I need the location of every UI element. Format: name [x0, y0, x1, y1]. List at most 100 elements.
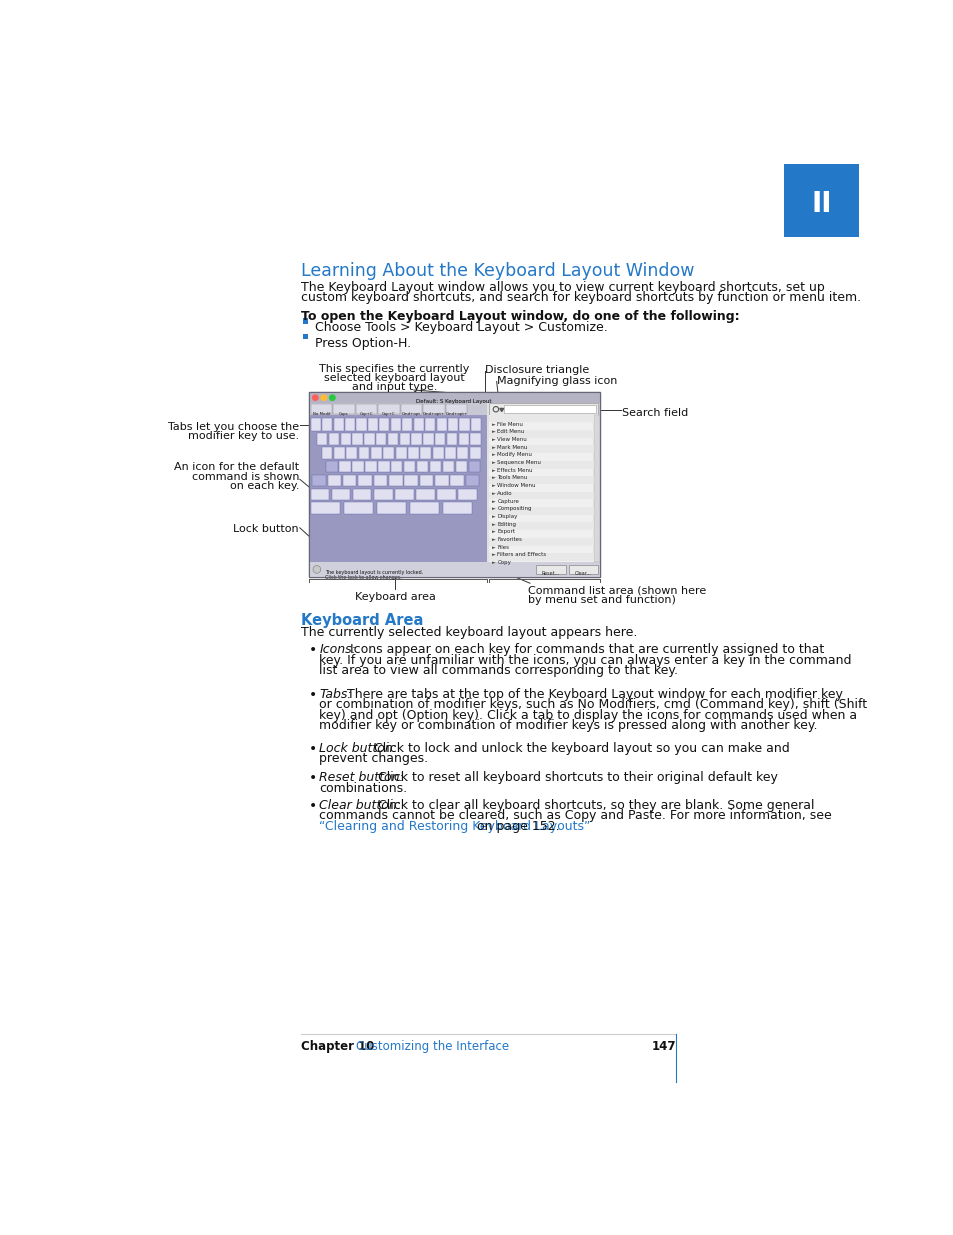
Bar: [410, 503, 438, 514]
Bar: [445, 447, 456, 458]
Text: Files: Files: [497, 545, 509, 550]
Text: Export: Export: [497, 530, 515, 535]
Text: on page 152.: on page 152.: [473, 820, 559, 832]
Text: Tabs let you choose the: Tabs let you choose the: [168, 421, 298, 431]
Bar: [395, 447, 406, 458]
Text: ►: ►: [492, 490, 496, 495]
Text: Effects Menu: Effects Menu: [497, 468, 533, 473]
Bar: [458, 433, 469, 445]
Text: Modify Menu: Modify Menu: [497, 452, 532, 457]
Bar: [436, 419, 446, 431]
Bar: [568, 564, 598, 574]
Bar: [339, 461, 350, 472]
Bar: [593, 415, 599, 562]
Text: Editing: Editing: [497, 521, 516, 526]
Bar: [469, 461, 480, 472]
Bar: [332, 489, 350, 500]
Bar: [374, 474, 387, 487]
Bar: [416, 461, 428, 472]
Text: custom keyboard shortcuts, and search for keyboard shortcuts by function or menu: custom keyboard shortcuts, and search fo…: [301, 291, 861, 304]
Bar: [352, 461, 363, 472]
Text: Customizing the Interface: Customizing the Interface: [355, 1040, 508, 1053]
Text: Click to reset all keyboard shortcuts to their original default key: Click to reset all keyboard shortcuts to…: [369, 771, 777, 784]
Bar: [414, 419, 423, 431]
Text: Search field: Search field: [621, 408, 688, 417]
Bar: [402, 419, 412, 431]
Text: “Clearing and Restoring Keyboard Layouts”: “Clearing and Restoring Keyboard Layouts…: [319, 820, 590, 832]
Bar: [435, 433, 445, 445]
Text: ►: ►: [492, 430, 496, 435]
Bar: [377, 461, 389, 472]
Bar: [425, 419, 435, 431]
Bar: [419, 474, 433, 487]
Text: and input type.: and input type.: [352, 383, 436, 393]
Bar: [442, 461, 454, 472]
Text: ►: ►: [492, 552, 496, 557]
Text: Reset...: Reset...: [541, 571, 559, 576]
Bar: [488, 553, 593, 561]
Bar: [364, 433, 375, 445]
Text: Caps: Caps: [339, 412, 349, 416]
Bar: [488, 522, 593, 530]
Bar: [309, 562, 599, 577]
Bar: [459, 419, 469, 431]
Text: Disclosure triangle: Disclosure triangle: [484, 366, 589, 375]
Bar: [303, 333, 308, 340]
Text: Choose Tools > Keyboard Layout > Customize.: Choose Tools > Keyboard Layout > Customi…: [314, 321, 607, 335]
Bar: [469, 447, 480, 458]
Text: File Menu: File Menu: [497, 421, 523, 426]
Bar: [450, 474, 463, 487]
Bar: [342, 474, 356, 487]
Text: selected keyboard layout: selected keyboard layout: [324, 373, 464, 383]
Bar: [488, 415, 593, 422]
Text: Learning About the Keyboard Layout Window: Learning About the Keyboard Layout Windo…: [301, 262, 694, 280]
Bar: [327, 474, 341, 487]
Bar: [404, 474, 417, 487]
Bar: [430, 461, 441, 472]
Text: prevent changes.: prevent changes.: [319, 752, 428, 766]
Text: key) and opt (Option key). Click a tab to display the icons for commands used wh: key) and opt (Option key). Click a tab t…: [319, 709, 857, 721]
Text: ►: ►: [492, 521, 496, 526]
Bar: [329, 433, 338, 445]
Text: modifier key or combination of modifier keys is pressed along with another key.: modifier key or combination of modifier …: [319, 719, 817, 732]
Text: No Modif: No Modif: [313, 412, 330, 416]
Circle shape: [313, 566, 320, 573]
Text: The keyboard layout is currently locked.: The keyboard layout is currently locked.: [324, 571, 422, 576]
Bar: [395, 489, 414, 500]
Text: Cap+C: Cap+C: [359, 412, 373, 416]
Bar: [400, 404, 422, 414]
Text: ►: ►: [492, 483, 496, 488]
Text: list area to view all commands corresponding to that key.: list area to view all commands correspon…: [319, 664, 678, 677]
Bar: [316, 433, 327, 445]
Text: Default: S Keyboard Layout: Default: S Keyboard Layout: [416, 399, 492, 404]
Text: Keyboard Area: Keyboard Area: [301, 613, 423, 627]
Bar: [411, 433, 421, 445]
Text: Lock button: Lock button: [233, 524, 298, 534]
Bar: [375, 433, 386, 445]
Bar: [445, 404, 467, 414]
Text: View Menu: View Menu: [497, 437, 527, 442]
Bar: [404, 461, 416, 472]
Text: commands cannot be cleared, such as Copy and Paste. For more information, see: commands cannot be cleared, such as Copy…: [319, 809, 831, 823]
Bar: [345, 419, 355, 431]
Bar: [488, 415, 599, 562]
Bar: [368, 419, 377, 431]
Text: To open the Keyboard Layout window, do one of the following:: To open the Keyboard Layout window, do o…: [301, 310, 740, 322]
Text: Keyboard area: Keyboard area: [355, 592, 436, 601]
Text: ►: ►: [492, 445, 496, 450]
Bar: [340, 433, 351, 445]
Text: ►: ►: [492, 475, 496, 480]
Bar: [303, 319, 308, 324]
Bar: [488, 508, 593, 515]
Bar: [416, 489, 435, 500]
Text: Favorites: Favorites: [497, 537, 522, 542]
Bar: [333, 404, 355, 414]
Bar: [442, 503, 472, 514]
Text: An icon for the default: An icon for the default: [173, 462, 298, 472]
Bar: [465, 474, 478, 487]
Text: Clear...: Clear...: [575, 571, 591, 576]
Bar: [433, 447, 443, 458]
Text: or combination of modifier keys, such as No Modifiers, cmd (Command key), shift : or combination of modifier keys, such as…: [319, 698, 866, 711]
Bar: [334, 447, 344, 458]
Bar: [376, 503, 405, 514]
